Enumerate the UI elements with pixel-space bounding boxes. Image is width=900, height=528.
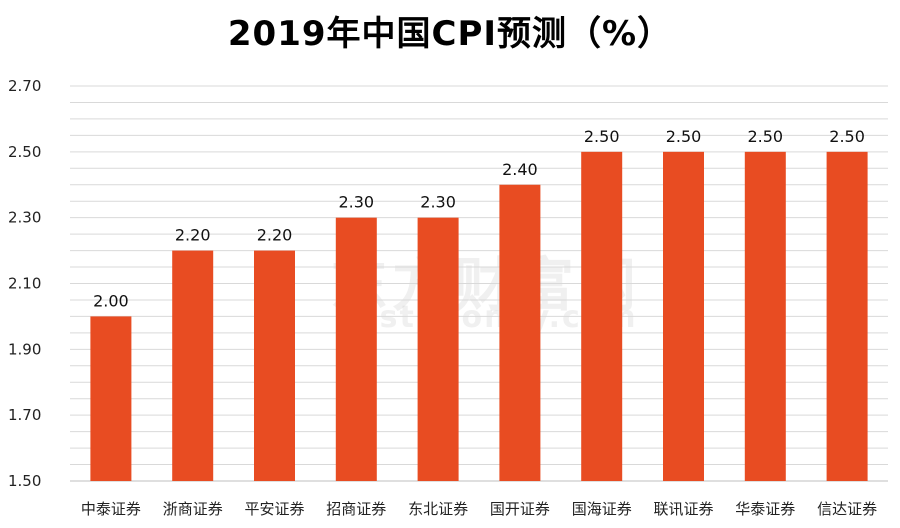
category-label: 平安证券: [244, 500, 304, 518]
category-label: 国海证券: [572, 500, 632, 518]
bar: [90, 316, 132, 481]
bar: [744, 151, 786, 482]
bar: [254, 250, 295, 481]
y-tick-label: 1.70: [8, 406, 41, 424]
bar: [826, 151, 868, 482]
data-label: 2.30: [338, 193, 374, 212]
data-label: 2.20: [175, 226, 211, 245]
bar: [663, 151, 704, 482]
data-labels: 2.00 2.20 2.20 2.30 2.30 2.40 2.50 2.50 2.50 2.50: [93, 127, 865, 311]
category-label: 浙商证券: [163, 500, 223, 518]
bars: [90, 151, 868, 482]
data-label: 2.30: [420, 193, 456, 212]
data-label: 2.50: [829, 127, 865, 146]
bar: [335, 217, 377, 481]
category-label: 中泰证券: [81, 500, 141, 518]
data-label: 2.50: [747, 127, 783, 146]
category-label: 华泰证券: [735, 500, 795, 518]
y-tick-label: 2.70: [8, 77, 41, 95]
y-axis-ticks: 1.50 1.70 1.90 2.10 2.30 2.50 2.70: [8, 77, 41, 490]
category-label: 联讯证券: [653, 500, 713, 518]
bar: [417, 217, 459, 481]
category-label: 招商证券: [326, 500, 386, 518]
category-label: 国开证券: [490, 500, 550, 518]
category-label: 信达证券: [817, 500, 877, 518]
data-label: 2.50: [584, 127, 620, 146]
data-label: 2.20: [257, 226, 293, 245]
y-tick-label: 2.50: [8, 143, 41, 161]
data-label: 2.00: [93, 291, 129, 310]
x-axis-categories: 中泰证券 浙商证券 平安证券 招商证券 东北证券 国开证券 国海证券 联讯证券 华泰证券 信达证券: [81, 500, 877, 518]
category-label: 东北证券: [408, 500, 468, 518]
bar: [172, 250, 214, 481]
bar: [581, 151, 623, 482]
chart-title: 2019年中国CPI预测（%）: [227, 14, 673, 54]
y-tick-label: 2.10: [8, 275, 41, 293]
bar: [499, 184, 541, 481]
data-label: 2.40: [502, 160, 538, 179]
y-tick-label: 1.90: [8, 340, 41, 358]
y-tick-label: 1.50: [8, 472, 41, 490]
data-label: 2.50: [666, 127, 702, 146]
y-tick-label: 2.30: [8, 209, 41, 227]
